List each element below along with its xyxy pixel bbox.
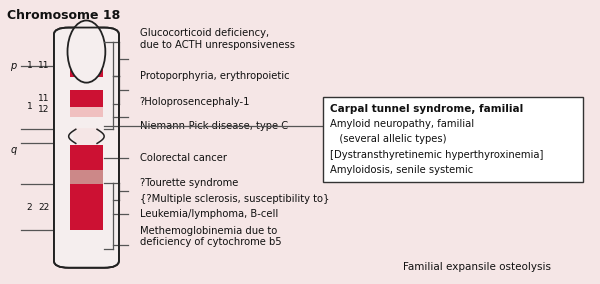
Bar <box>70 57 103 66</box>
Bar <box>70 90 103 98</box>
Text: Niemann-Pick disease, type C: Niemann-Pick disease, type C <box>140 122 288 131</box>
Text: 2: 2 <box>27 202 32 212</box>
Bar <box>70 184 103 229</box>
Text: 1: 1 <box>27 61 32 70</box>
Text: [Dystransthyretinemic hyperthyroxinemia]: [Dystransthyretinemic hyperthyroxinemia] <box>330 150 544 160</box>
Text: 11: 11 <box>38 94 49 103</box>
Text: {?Multiple sclerosis, susceptibility to}: {?Multiple sclerosis, susceptibility to} <box>140 193 329 204</box>
Text: ?Tourette syndrome: ?Tourette syndrome <box>140 178 238 188</box>
FancyBboxPatch shape <box>323 97 583 181</box>
Text: Leukemia/lymphoma, B-cell: Leukemia/lymphoma, B-cell <box>140 209 278 219</box>
Text: 22: 22 <box>38 202 49 212</box>
Bar <box>70 42 103 57</box>
Text: 1: 1 <box>27 102 32 111</box>
Text: 11: 11 <box>38 61 49 70</box>
FancyBboxPatch shape <box>73 128 100 145</box>
Text: Amyloid neuropathy, familial: Amyloid neuropathy, familial <box>330 119 474 129</box>
Text: q: q <box>10 145 16 155</box>
FancyBboxPatch shape <box>54 28 119 268</box>
Text: Familial expansile osteolysis: Familial expansile osteolysis <box>403 262 551 272</box>
Text: Methemoglobinemia due to
deficiency of cytochrome b5: Methemoglobinemia due to deficiency of c… <box>140 226 281 247</box>
Text: Protoporphyria, erythropoietic: Protoporphyria, erythropoietic <box>140 71 289 81</box>
Bar <box>70 66 103 77</box>
Text: 12: 12 <box>38 105 49 114</box>
Text: Carpal tunnel syndrome, familial: Carpal tunnel syndrome, familial <box>330 104 523 114</box>
Bar <box>70 145 103 170</box>
Text: ?Holoprosencephaly-1: ?Holoprosencephaly-1 <box>140 97 250 107</box>
Text: p: p <box>10 61 16 71</box>
Text: Colorectal cancer: Colorectal cancer <box>140 153 227 162</box>
Bar <box>70 98 103 107</box>
Bar <box>70 170 103 184</box>
Bar <box>70 107 103 116</box>
Ellipse shape <box>68 20 106 83</box>
Text: (several allelic types): (several allelic types) <box>330 134 446 144</box>
Text: Chromosome 18: Chromosome 18 <box>7 9 120 22</box>
Text: Amyloidosis, senile systemic: Amyloidosis, senile systemic <box>330 165 473 175</box>
Text: Glucocorticoid deficiency,
due to ACTH unresponsiveness: Glucocorticoid deficiency, due to ACTH u… <box>140 28 295 50</box>
